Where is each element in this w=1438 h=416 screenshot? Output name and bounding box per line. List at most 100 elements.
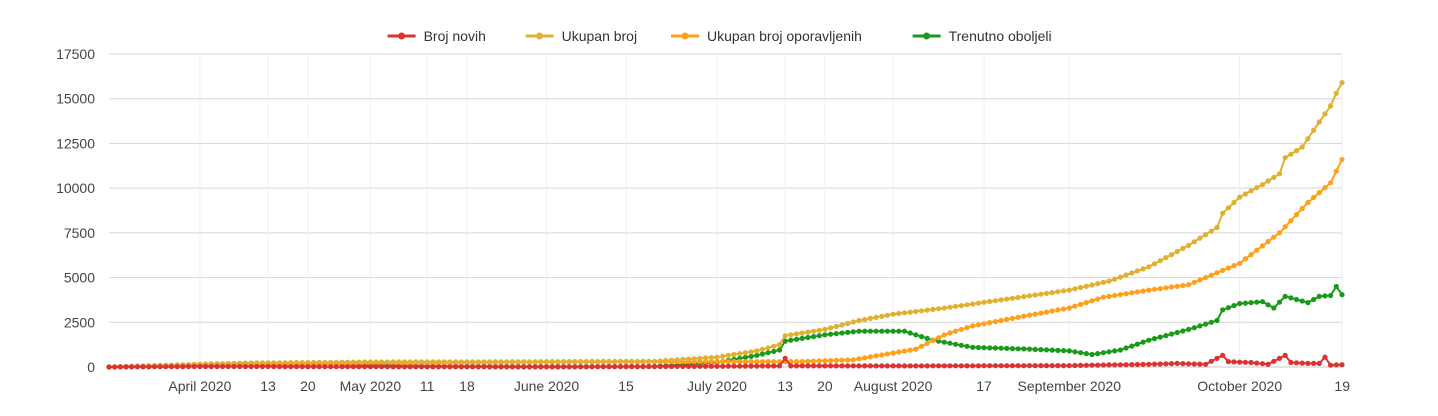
x-tick-label: 15 xyxy=(618,378,634,394)
data-point xyxy=(1083,351,1089,357)
data-point xyxy=(1083,362,1089,368)
data-point xyxy=(1026,363,1033,369)
data-point xyxy=(447,359,453,365)
data-point xyxy=(1100,350,1106,356)
data-point xyxy=(987,320,993,326)
data-point xyxy=(1078,301,1084,307)
data-point xyxy=(1146,264,1152,270)
data-point xyxy=(1055,347,1061,353)
data-point xyxy=(697,363,703,369)
data-point xyxy=(1055,307,1061,313)
data-point xyxy=(668,357,675,363)
data-point xyxy=(600,358,606,364)
data-point xyxy=(981,299,987,305)
data-point xyxy=(1123,362,1129,368)
y-tick-label: 2500 xyxy=(64,314,95,330)
data-point xyxy=(1015,346,1021,352)
data-point xyxy=(1293,148,1300,154)
data-point xyxy=(401,364,408,370)
data-point xyxy=(970,323,976,329)
data-point xyxy=(828,363,834,369)
data-point xyxy=(509,359,515,365)
data-point xyxy=(816,358,822,364)
data-point xyxy=(373,364,379,370)
data-point xyxy=(731,363,737,369)
legend-item-broj-novih: Broj novih xyxy=(387,28,486,44)
data-point xyxy=(896,349,902,355)
data-point xyxy=(276,360,283,366)
data-point xyxy=(924,363,930,369)
data-point xyxy=(1117,274,1123,280)
data-point xyxy=(1186,361,1192,367)
data-point xyxy=(1095,362,1101,368)
data-point xyxy=(913,363,919,369)
data-point xyxy=(1265,178,1271,184)
data-point xyxy=(538,364,544,370)
data-point xyxy=(180,364,186,370)
data-point xyxy=(634,358,641,364)
data-point xyxy=(918,308,925,314)
data-point xyxy=(1197,323,1203,329)
data-point xyxy=(811,334,817,340)
data-point xyxy=(606,358,612,364)
data-point xyxy=(458,364,464,370)
data-point xyxy=(771,343,777,349)
data-point xyxy=(1191,325,1197,331)
data-point xyxy=(379,359,385,365)
grid xyxy=(109,53,1343,368)
data-point xyxy=(1134,361,1140,368)
data-point xyxy=(418,359,425,365)
data-point xyxy=(140,364,146,370)
x-tick-label: June 2020 xyxy=(514,378,580,394)
data-point xyxy=(350,364,356,370)
data-point xyxy=(1140,266,1146,272)
data-point xyxy=(1248,252,1254,258)
data-point xyxy=(481,359,487,365)
data-point xyxy=(526,364,533,370)
data-point xyxy=(1151,261,1158,267)
data-point xyxy=(703,355,709,361)
data-point xyxy=(1220,210,1226,216)
data-point xyxy=(1123,272,1129,278)
data-point xyxy=(362,359,368,365)
data-point xyxy=(1242,256,1248,262)
data-point xyxy=(566,364,572,370)
data-point xyxy=(487,359,493,365)
data-point xyxy=(572,364,578,370)
data-point xyxy=(862,363,868,369)
data-point xyxy=(1299,205,1305,212)
data-point xyxy=(1009,295,1016,301)
data-point xyxy=(1089,351,1095,358)
data-point xyxy=(958,326,964,332)
data-point xyxy=(1299,298,1305,304)
data-point xyxy=(788,332,794,338)
data-point xyxy=(725,359,731,365)
data-point xyxy=(640,358,646,364)
data-point xyxy=(1293,360,1300,366)
data-point xyxy=(333,359,339,365)
data-point xyxy=(1208,319,1214,325)
data-point xyxy=(833,363,839,369)
data-point xyxy=(583,358,589,365)
data-point xyxy=(521,364,527,370)
data-point xyxy=(379,364,385,370)
data-point xyxy=(742,354,749,360)
data-point xyxy=(418,364,425,370)
data-point xyxy=(867,354,874,360)
data-point xyxy=(288,364,294,370)
data-point xyxy=(1009,346,1016,352)
data-point xyxy=(765,359,771,365)
data-point xyxy=(936,306,942,312)
data-point xyxy=(805,358,811,364)
data-point xyxy=(498,364,504,370)
y-tick-label: 10000 xyxy=(56,180,95,196)
data-point xyxy=(799,358,805,365)
data-point xyxy=(953,303,959,309)
data-point xyxy=(1305,360,1311,366)
data-point xyxy=(748,363,754,369)
data-point xyxy=(543,359,550,365)
data-point xyxy=(839,363,845,369)
data-point xyxy=(805,329,811,335)
data-point xyxy=(981,321,987,327)
data-point xyxy=(754,363,760,369)
